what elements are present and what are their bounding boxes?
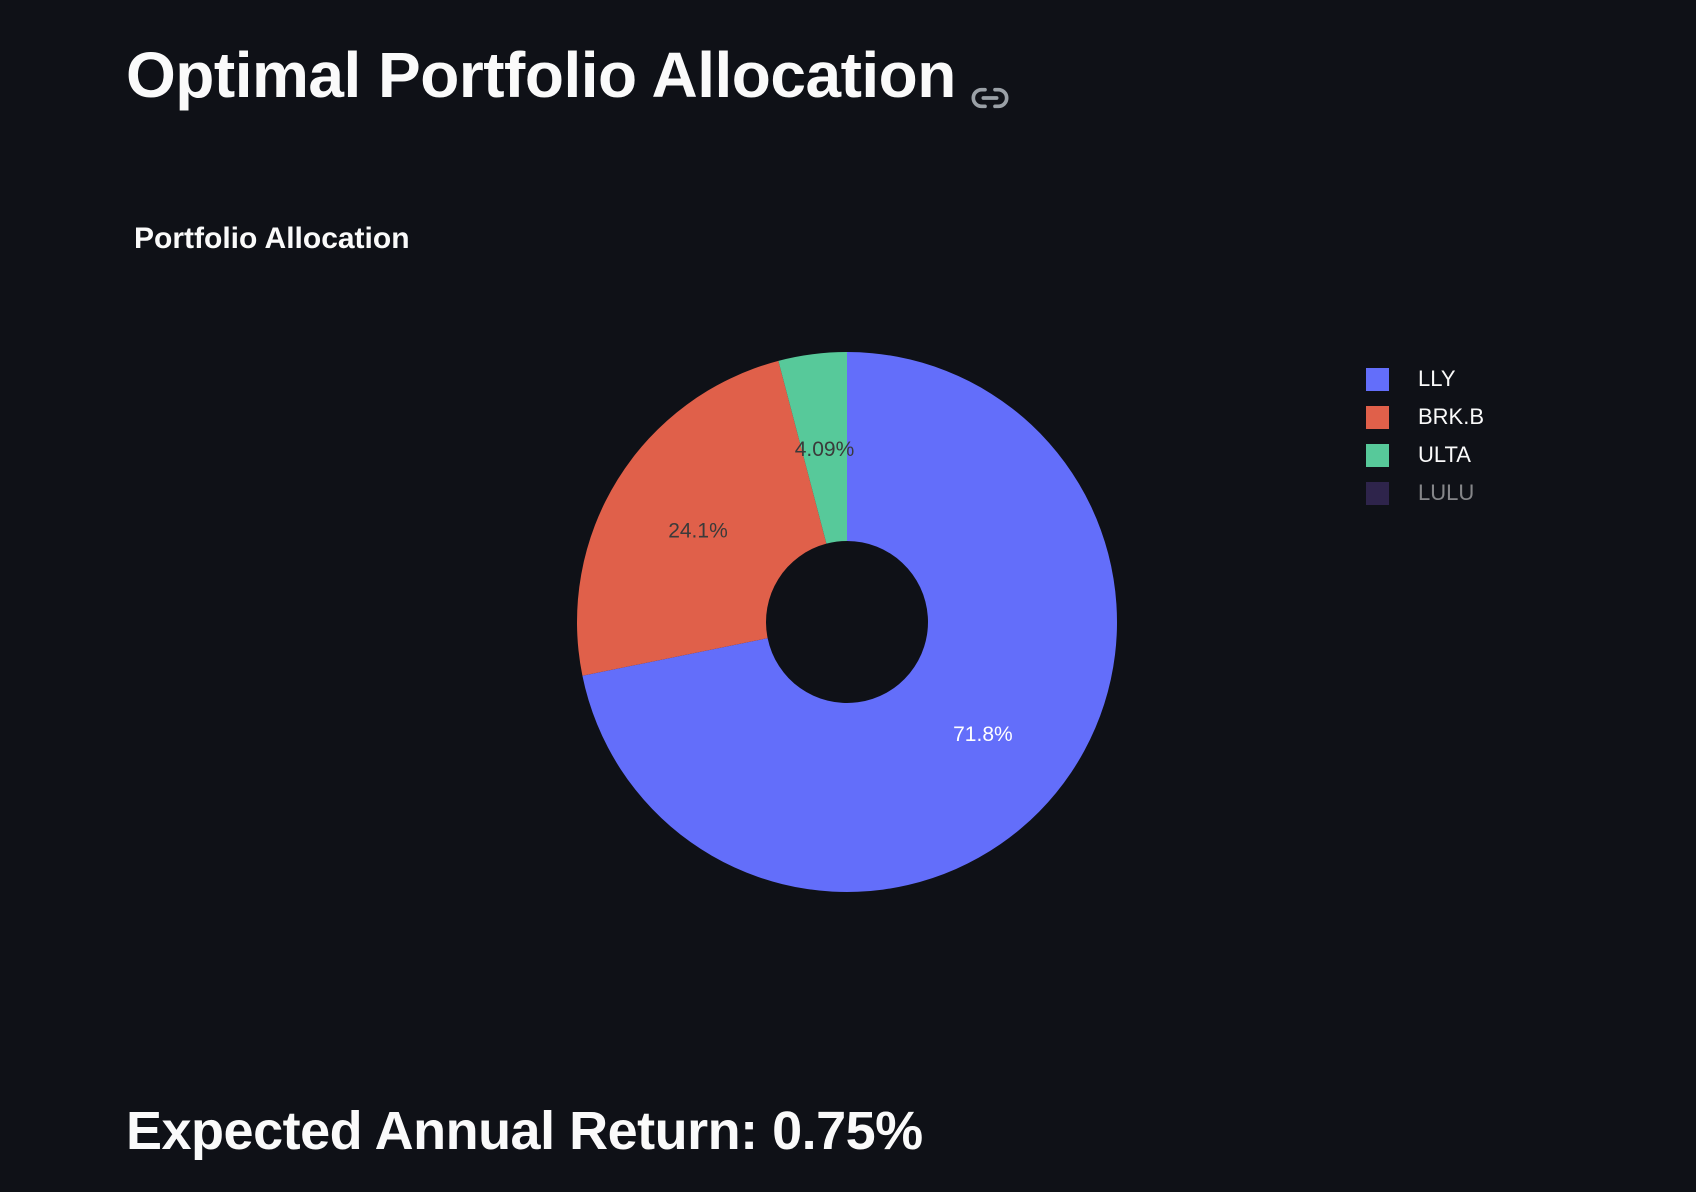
pie-slice-lly[interactable] [582, 352, 1117, 892]
chart-legend: LLY BRK.B ULTA LULU [1366, 360, 1484, 512]
pie-chart[interactable]: 71.8% 24.1% 4.09% [126, 190, 1576, 1070]
legend-label: BRK.B [1418, 404, 1485, 429]
legend-item-ulta[interactable]: ULTA [1366, 436, 1484, 474]
legend-item-lulu[interactable]: LULU [1366, 474, 1484, 512]
legend-swatch [1366, 481, 1389, 505]
legend-item-brk-b[interactable]: BRK.B [1366, 398, 1484, 436]
pie-slice-ulta[interactable] [778, 352, 847, 544]
slice-label-brk-b: 24.1% [668, 519, 728, 542]
legend-label: ULTA [1418, 442, 1471, 467]
legend-label: LLY [1418, 366, 1456, 391]
legend-swatch [1366, 405, 1389, 429]
legend-label: LULU [1418, 480, 1475, 505]
legend-item-lly[interactable]: LLY [1366, 360, 1484, 398]
slice-label-ulta: 4.09% [795, 438, 855, 461]
page-title-row: Optimal Portfolio Allocation [126, 38, 1010, 112]
slice-label-lly: 71.8% [953, 723, 1013, 746]
link-icon[interactable] [970, 59, 1010, 109]
pie-chart-container[interactable]: Portfolio Allocation 71.8% 24.1% 4.09% LLY… [126, 190, 1576, 1070]
expected-return-metric: Expected Annual Return: 0.75% [126, 1101, 923, 1161]
chart-title: Portfolio Allocation [134, 222, 410, 255]
pie-slice-brk-b[interactable] [577, 360, 827, 676]
legend-swatch [1366, 443, 1389, 467]
legend-swatch [1366, 367, 1389, 391]
page-title: Optimal Portfolio Allocation [126, 39, 956, 111]
